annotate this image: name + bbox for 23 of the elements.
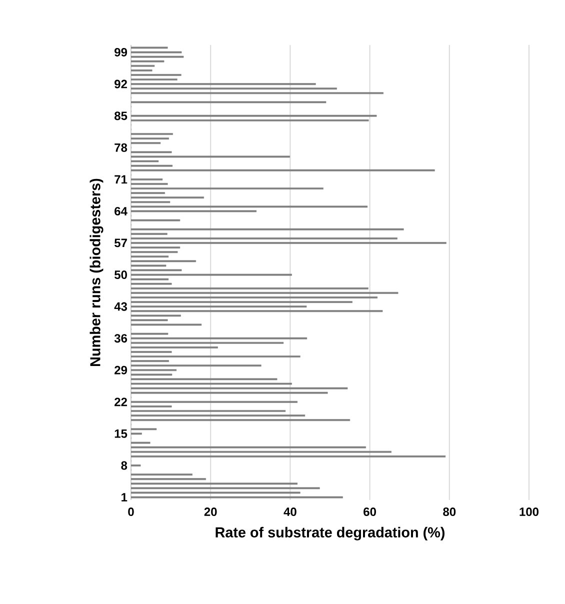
y-tick-label: 92 (114, 80, 127, 88)
x-tick-label: 20 (204, 508, 217, 516)
x-tick-label: 80 (443, 508, 456, 516)
y-tick-label: 36 (114, 334, 128, 343)
y-tick-label: 71 (114, 175, 128, 184)
x-tick-label: 100 (520, 508, 539, 516)
y-tick-label: 50 (114, 270, 127, 280)
x-tick-label: 0 (128, 508, 134, 516)
y-tick-label: 29 (114, 366, 128, 374)
y-tick-label: 1 (122, 493, 128, 502)
y-tick-label: 22 (114, 398, 127, 406)
y-tick-label: 8 (121, 461, 128, 470)
x-tick-label: 40 (284, 508, 296, 516)
y-tick-label: 43 (114, 302, 128, 311)
x-tick-label: 60 (364, 508, 376, 516)
y-tick-label: 57 (114, 238, 127, 248)
y-tick-label: 78 (114, 143, 128, 152)
y-axis-title: Number runs (biodigesters) (90, 178, 104, 366)
y-tick-label: 99 (114, 48, 128, 57)
y-tick-label: 85 (114, 112, 128, 120)
y-tick-label: 15 (114, 430, 128, 438)
x-axis-title: Rate of substrate degradation (%) (216, 526, 444, 540)
y-tick-label: 64 (114, 206, 128, 216)
